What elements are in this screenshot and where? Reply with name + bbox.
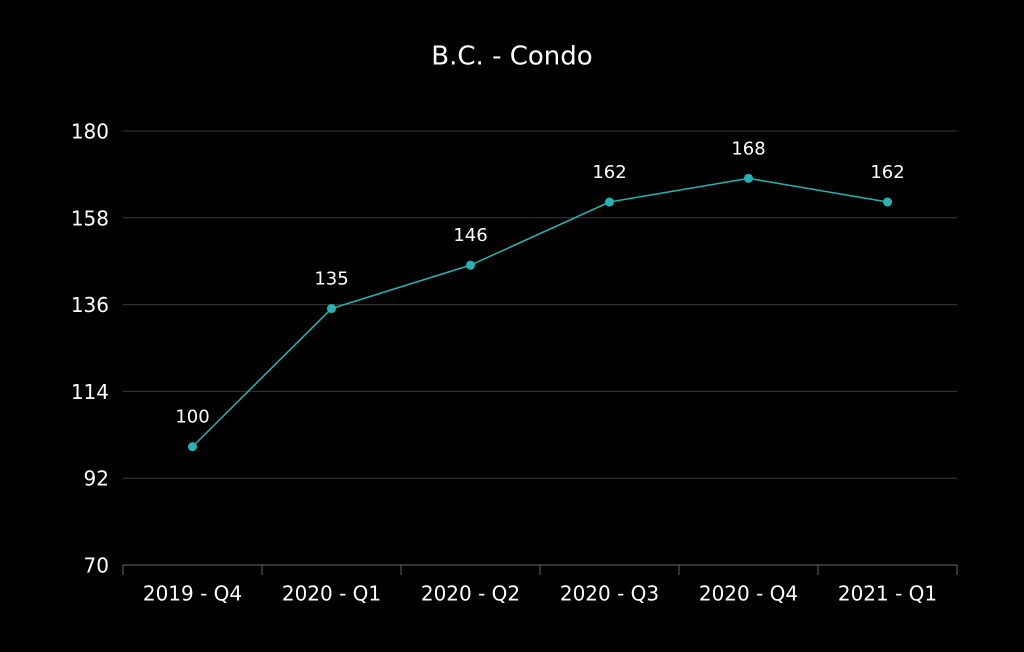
y-tick-label: 114 <box>71 380 109 404</box>
value-label: 162 <box>592 162 626 183</box>
point <box>188 442 197 452</box>
value-label: 168 <box>731 138 765 159</box>
point <box>327 304 336 314</box>
point <box>605 197 614 207</box>
x-tick-label: 2020 - Q1 <box>282 582 381 606</box>
value-label: 162 <box>870 162 904 183</box>
chart-title: B.C. - Condo <box>431 42 592 72</box>
x-tick-label: 2020 - Q2 <box>421 582 520 606</box>
y-tick-label: 136 <box>71 293 109 317</box>
value-label: 100 <box>175 407 209 428</box>
x-tick-label: 2020 - Q4 <box>699 582 798 606</box>
x-tick-label: 2019 - Q4 <box>143 582 242 606</box>
point <box>883 197 892 207</box>
point <box>466 260 475 270</box>
y-tick-label: 180 <box>71 120 109 144</box>
x-tick-label: 2021 - Q1 <box>838 582 937 606</box>
y-tick-label: 70 <box>84 554 109 578</box>
value-label: 135 <box>314 269 348 290</box>
value-label: 146 <box>453 225 487 246</box>
y-tick-label: 158 <box>71 206 109 230</box>
point <box>744 173 753 183</box>
x-tick-label: 2020 - Q3 <box>560 582 659 606</box>
y-tick-label: 92 <box>84 467 109 491</box>
line <box>191 177 888 448</box>
